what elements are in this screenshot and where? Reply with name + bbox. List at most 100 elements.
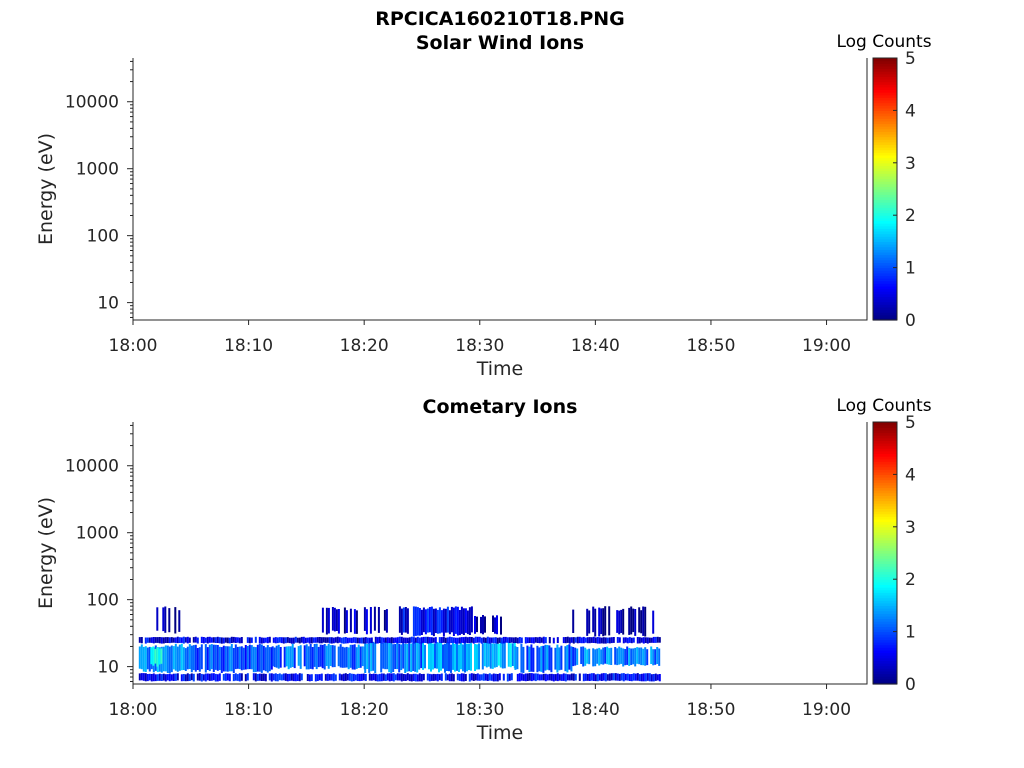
heatmap-column: [402, 607, 405, 633]
heatmap-column: [246, 646, 249, 670]
heatmap-column: [226, 637, 229, 644]
heatmap-column: [264, 637, 267, 643]
heatmap-column: [274, 673, 277, 682]
heatmap-column: [321, 644, 324, 669]
heatmap-column: [333, 607, 336, 632]
heatmap-column: [410, 636, 413, 643]
heatmap-column: [610, 637, 613, 644]
heatmap-column: [296, 674, 299, 681]
heatmap-column: [503, 641, 506, 669]
heatmap-column: [608, 673, 611, 681]
heatmap-column: [270, 673, 273, 682]
heatmap-column: [152, 646, 155, 666]
colorbar-segment: [873, 581, 897, 586]
heatmap-cell: [572, 646, 661, 667]
heatmap-column: [493, 643, 496, 668]
heatmap-column: [626, 646, 629, 665]
colorbar-segment: [873, 81, 897, 85]
heatmap-column: [234, 644, 237, 670]
heatmap-column: [456, 606, 459, 636]
heatmap-column: [598, 637, 601, 644]
heatmap-column: [511, 643, 514, 666]
heatmap-column: [414, 673, 417, 682]
heatmap-cell: [150, 646, 163, 667]
heatmap-column: [334, 637, 337, 643]
heatmap-column: [282, 637, 285, 644]
colorbar-segment: [873, 296, 897, 300]
heatmap-column: [634, 609, 637, 636]
heatmap-column: [325, 645, 328, 666]
heatmap-column: [336, 636, 339, 644]
colorbar-segment: [873, 587, 897, 591]
heatmap-column: [176, 646, 179, 672]
heatmap-column: [507, 641, 510, 667]
heatmap-column: [170, 645, 173, 673]
heatmap-column: [236, 637, 239, 643]
colorbar-segment: [873, 490, 897, 494]
heatmap-column: [652, 610, 655, 634]
heatmap-cell: [138, 673, 661, 682]
heatmap-column: [262, 645, 265, 671]
heatmap-column: [512, 637, 515, 644]
heatmap-column: [308, 637, 311, 644]
heatmap-column: [200, 636, 203, 643]
heatmap-column: [372, 641, 375, 671]
heatmap-column: [476, 673, 479, 681]
heatmap-column: [210, 673, 213, 681]
heatmap-column: [458, 637, 461, 644]
heatmap-column: [656, 674, 659, 681]
heatmap-column: [468, 673, 471, 682]
colorbar-segment: [873, 275, 897, 279]
heatmap-column: [334, 674, 337, 681]
heatmap-column: [234, 673, 237, 681]
heatmap-column: [586, 674, 589, 681]
heatmap-column: [226, 673, 229, 681]
heatmap-column: [238, 646, 241, 670]
x-tick-label: 19:00: [802, 700, 851, 720]
heatmap-column: [578, 673, 581, 681]
heatmap-column: [349, 644, 352, 668]
heatmap-column: [368, 637, 371, 644]
x-tick-label: 18:20: [340, 700, 389, 720]
x-tick-label: 18:10: [224, 336, 273, 356]
heatmap-column: [404, 643, 407, 673]
heatmap-column: [156, 674, 159, 681]
x-tick-label: 18:00: [109, 336, 158, 356]
heatmap-column: [654, 649, 657, 665]
heatmap-column: [286, 673, 289, 682]
heatmap-column: [218, 646, 221, 671]
heatmap-column: [298, 637, 301, 644]
heatmap-column: [226, 646, 229, 672]
colorbar-segment: [873, 437, 897, 441]
x-tick-label: 19:00: [802, 336, 851, 356]
heatmap-column: [604, 673, 607, 682]
heatmap-column: [566, 645, 569, 673]
heatmap-column: [355, 610, 358, 634]
heatmap-column: [348, 673, 351, 681]
heatmap-column: [432, 637, 435, 643]
heatmap-column: [556, 644, 559, 673]
heatmap-column: [184, 637, 187, 643]
heatmap-column: [528, 637, 531, 643]
heatmap-column: [356, 637, 359, 644]
heatmap-column: [491, 643, 494, 669]
heatmap-column: [620, 647, 623, 664]
heatmap-column: [310, 674, 313, 681]
colorbar-segment: [873, 280, 897, 284]
colorbar-segment: [873, 107, 897, 111]
heatmap-column: [448, 636, 451, 644]
heatmap-column: [590, 673, 593, 681]
solar-wind-panel: Solar Wind Ions 18:00 18:10 18:20 18:30 18:4…: [35, 32, 932, 380]
heatmap-column: [574, 637, 577, 643]
heatmap-column: [520, 637, 523, 644]
heatmap-column: [624, 673, 627, 681]
y-tick-label: 1000: [76, 524, 119, 544]
heatmap-column: [644, 647, 647, 666]
heatmap-column: [509, 643, 512, 668]
heatmap-column: [500, 616, 502, 635]
heatmap-column: [428, 673, 431, 682]
heatmap-column: [472, 673, 475, 681]
heatmap-column: [320, 637, 323, 644]
heatmap-column: [293, 647, 296, 669]
colorbar-segment: [873, 264, 897, 269]
